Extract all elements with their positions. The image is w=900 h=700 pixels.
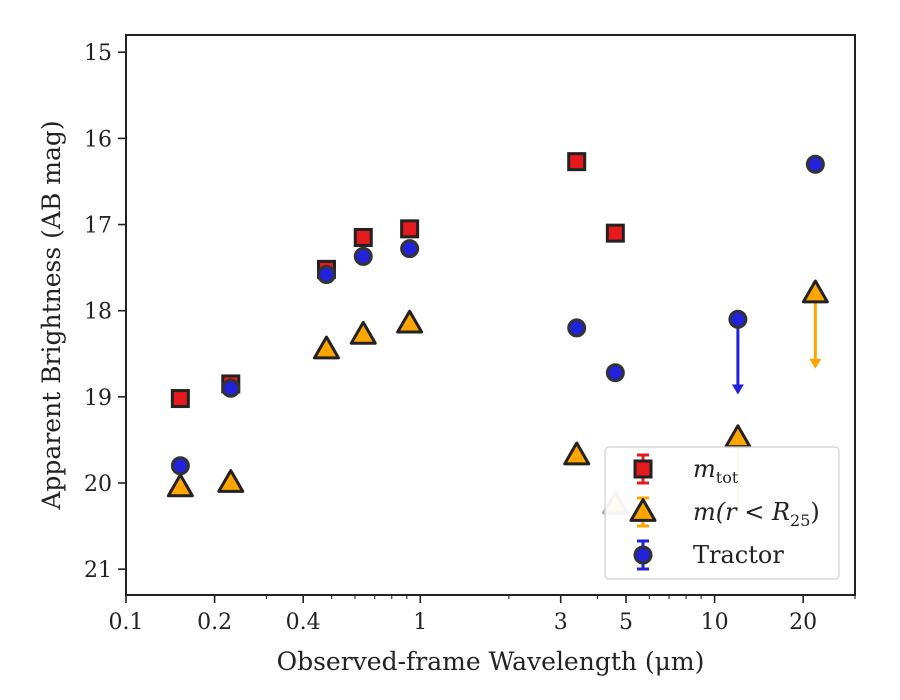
y-tick-label: 21	[84, 558, 112, 583]
legend-box	[604, 446, 840, 580]
legend: mtot m(r < R25) Tractor	[604, 446, 840, 580]
x-tick-label: 1	[413, 610, 427, 635]
legend-label-subscript: 25	[790, 511, 810, 530]
legend-label: Tractor	[693, 541, 784, 569]
y-tick-label: 15	[84, 41, 112, 66]
data-point	[400, 239, 420, 259]
data-point	[316, 265, 336, 285]
arrow-head	[731, 384, 744, 395]
x-tick-label: 0.1	[109, 610, 144, 635]
data-point	[728, 309, 748, 329]
y-tick-label: 18	[84, 300, 112, 325]
legend-label: mtot	[693, 455, 739, 487]
y-tick-label: 17	[84, 214, 112, 239]
legend-label-suffix: )	[810, 498, 819, 526]
axes: 0.1 0.2 0.4 1 3 5 10 20 15 16 17 18 19 20 21 Observed-f…	[37, 34, 856, 676]
y-tick-label: 16	[84, 127, 112, 152]
data-point	[396, 309, 424, 334]
data-point	[605, 223, 625, 243]
legend-marker-circle	[633, 545, 653, 565]
data-point	[567, 152, 587, 172]
data-point	[312, 335, 340, 360]
data-point	[170, 456, 190, 476]
x-tick-label: 10	[701, 610, 729, 635]
y-tick-label: 19	[84, 386, 112, 411]
legend-label-subscript: tot	[716, 468, 739, 487]
legend-label: m(r < R25)	[693, 498, 820, 530]
data-point	[353, 227, 373, 247]
x-axis-label: Observed-frame Wavelength (μm)	[277, 647, 705, 676]
data-point	[166, 473, 194, 498]
data-point	[400, 219, 420, 239]
legend-marker-triangle	[629, 498, 657, 522]
data-point	[170, 389, 190, 409]
x-tick-label: 0.4	[286, 610, 321, 635]
x-tick-label: 0.2	[197, 610, 232, 635]
data-point	[563, 441, 591, 466]
y-axis-label: Apparent Brightness (AB mag)	[37, 120, 66, 510]
data-point	[349, 320, 377, 345]
x-tick-label: 3	[554, 610, 568, 635]
arrow-head	[809, 358, 822, 369]
plot-area	[166, 152, 829, 515]
data-point	[221, 378, 241, 398]
plot-frame	[125, 34, 856, 596]
data-point	[567, 318, 587, 338]
legend-label-main: m(r < R	[693, 498, 790, 526]
x-tick-label: 5	[619, 610, 633, 635]
data-point	[217, 469, 245, 493]
data-point	[353, 246, 373, 266]
data-point	[605, 363, 625, 383]
data-point	[724, 424, 752, 449]
legend-label-main: m	[693, 455, 716, 483]
data-point	[805, 154, 825, 174]
legend-marker-square	[633, 459, 653, 479]
y-tick-label: 20	[84, 472, 112, 497]
data-point	[801, 279, 829, 304]
x-tick-label: 20	[789, 610, 817, 635]
